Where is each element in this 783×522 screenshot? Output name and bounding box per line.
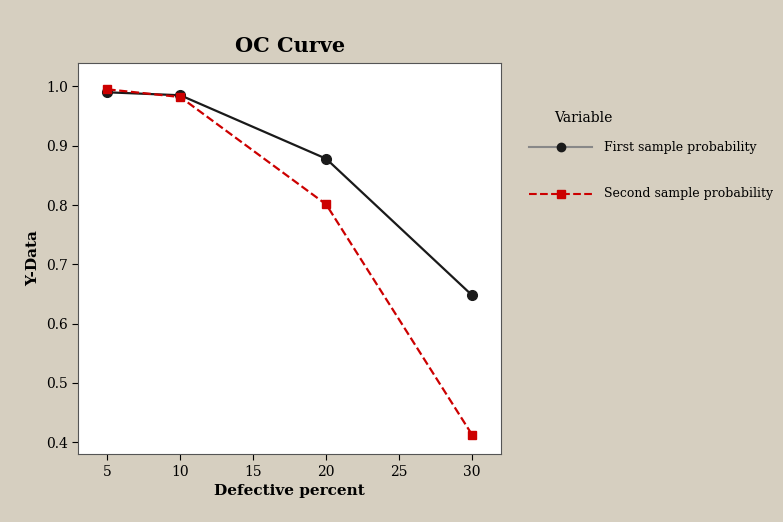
Text: First sample probability: First sample probability bbox=[604, 141, 757, 153]
Text: Second sample probability: Second sample probability bbox=[604, 187, 774, 200]
Text: Variable: Variable bbox=[554, 111, 613, 125]
Y-axis label: Y-Data: Y-Data bbox=[27, 230, 41, 287]
Title: OC Curve: OC Curve bbox=[235, 35, 345, 55]
X-axis label: Defective percent: Defective percent bbox=[215, 484, 365, 498]
